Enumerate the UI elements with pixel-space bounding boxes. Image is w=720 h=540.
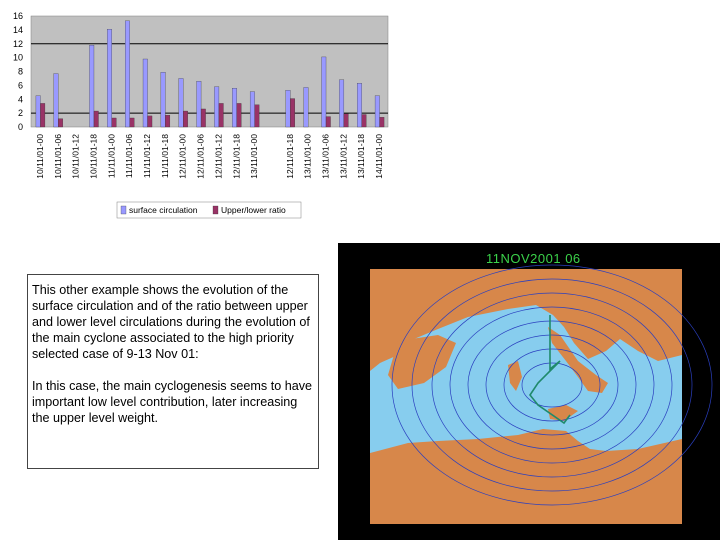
bar <box>374 95 380 128</box>
bar <box>254 104 260 128</box>
y-tick-label: 6 <box>18 80 23 90</box>
x-tick-label: 12/11/01-18 <box>231 134 241 179</box>
x-tick-label: 13/11/01-12 <box>338 134 348 179</box>
description-text-box: This other example shows the evolution o… <box>27 274 319 469</box>
y-tick-label: 10 <box>13 53 23 63</box>
x-tick-label: 10/11/01-12 <box>71 134 81 179</box>
x-tick-label: 13/11/01-18 <box>356 134 366 179</box>
bar <box>214 86 220 128</box>
x-tick-label: 13/11/01-00 <box>249 134 259 179</box>
bar <box>290 98 295 128</box>
bar <box>343 113 349 128</box>
bar <box>93 110 99 128</box>
legend-box <box>116 201 302 219</box>
weather-map <box>370 264 713 524</box>
bar <box>89 44 95 128</box>
description-paragraph-1: This other example shows the evolution o… <box>32 283 310 361</box>
bar <box>40 103 46 128</box>
bar <box>178 78 184 128</box>
bar <box>325 116 331 128</box>
bar <box>111 117 117 128</box>
x-tick-label: 12/11/01-18 <box>285 134 295 179</box>
bar <box>160 72 166 128</box>
cyclone-track <box>529 315 571 425</box>
bar <box>129 117 135 128</box>
legend-label: surface circulation <box>129 205 198 215</box>
map-isobars <box>391 264 713 506</box>
y-tick-label: 2 <box>18 108 23 118</box>
map-land <box>370 269 682 524</box>
bar <box>249 91 255 128</box>
y-tick-label: 4 <box>18 94 23 104</box>
bar <box>142 58 148 128</box>
map-title: 11NOV2001 06 <box>486 251 581 266</box>
x-tick-label: 14/11/01-00 <box>374 134 384 179</box>
bar <box>218 103 224 128</box>
x-tick-label: 10/11/01-06 <box>53 134 63 179</box>
bar <box>232 88 237 128</box>
x-tick-label: 11/11/01-12 <box>142 134 152 178</box>
x-tick-label: 13/11/01-00 <box>303 134 313 179</box>
x-tick-label: 12/11/01-12 <box>213 134 223 179</box>
bar <box>236 103 242 128</box>
y-tick-label: 0 <box>18 122 23 132</box>
bar <box>321 56 327 128</box>
x-tick-label: 11/11/01-06 <box>124 134 134 178</box>
x-tick-label: 10/11/01-18 <box>88 134 98 179</box>
y-tick-label: 12 <box>13 39 23 49</box>
legend-label: Upper/lower ratio <box>221 205 286 215</box>
bar <box>339 79 345 128</box>
weather-map-panel <box>338 243 720 540</box>
bar <box>357 83 362 128</box>
x-tick-label: 12/11/01-06 <box>196 134 206 179</box>
bar <box>58 118 63 128</box>
bar-chart-svg: 16 14 12 10 8 6 4 2 0 10/11/01-00 10/11/01-06 10/11… <box>13 11 389 219</box>
bar <box>125 20 130 128</box>
legend-swatch <box>120 205 127 215</box>
bar <box>53 73 59 128</box>
legend-swatch <box>212 205 219 215</box>
bar <box>303 87 309 128</box>
bar <box>285 90 291 128</box>
bar <box>183 110 188 128</box>
plot-area <box>30 15 389 128</box>
description-paragraph-2: In this case, the main cyclogenesis seem… <box>32 379 313 425</box>
bar <box>200 108 206 128</box>
y-tick-label: 16 <box>13 11 23 21</box>
y-tick-label: 14 <box>13 25 23 35</box>
bar <box>196 81 202 128</box>
x-tick-label: 12/11/01-00 <box>178 134 188 179</box>
x-tick-label: 11/11/01-18 <box>160 134 170 178</box>
x-tick-label: 13/11/01-06 <box>321 134 331 179</box>
bar <box>379 117 385 128</box>
bar <box>147 115 153 128</box>
bar <box>35 95 41 128</box>
x-tick-label: 10/11/01-00 <box>35 134 45 179</box>
bar <box>107 29 112 128</box>
bar-chart: 16 14 12 10 8 6 4 2 0 10/11/01-00 10/11/01-06 10/11… <box>0 0 400 225</box>
bar <box>361 114 367 128</box>
bar <box>165 115 171 128</box>
x-tick-label: 11/11/01-00 <box>106 134 116 178</box>
y-tick-label: 8 <box>18 67 23 77</box>
